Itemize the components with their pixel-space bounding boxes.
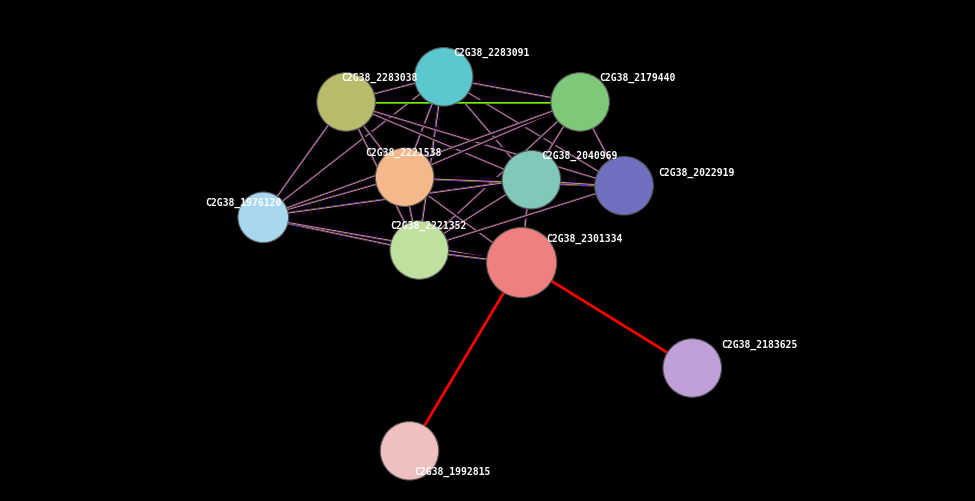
Ellipse shape	[375, 149, 434, 207]
Text: C2G38_2022919: C2G38_2022919	[658, 167, 734, 177]
Text: C2G38_2221352: C2G38_2221352	[390, 220, 466, 230]
Text: C2G38_2283038: C2G38_2283038	[341, 73, 417, 83]
Text: C2G38_1976120: C2G38_1976120	[205, 198, 281, 208]
Text: C2G38_1992815: C2G38_1992815	[414, 466, 490, 476]
Ellipse shape	[414, 49, 473, 107]
Ellipse shape	[390, 221, 448, 280]
Text: C2G38_2301334: C2G38_2301334	[546, 234, 622, 244]
Text: C2G38_2183625: C2G38_2183625	[722, 339, 798, 349]
Ellipse shape	[502, 151, 561, 209]
Ellipse shape	[551, 74, 609, 132]
Ellipse shape	[663, 339, 722, 397]
Text: C2G38_2179440: C2G38_2179440	[600, 73, 676, 83]
Text: C2G38_2040969: C2G38_2040969	[541, 150, 617, 160]
Ellipse shape	[595, 157, 653, 215]
Ellipse shape	[238, 193, 289, 243]
Ellipse shape	[317, 74, 375, 132]
Text: C2G38_2283091: C2G38_2283091	[453, 48, 529, 58]
Ellipse shape	[487, 228, 557, 298]
Text: C2G38_2221538: C2G38_2221538	[366, 148, 442, 158]
Ellipse shape	[380, 422, 439, 480]
